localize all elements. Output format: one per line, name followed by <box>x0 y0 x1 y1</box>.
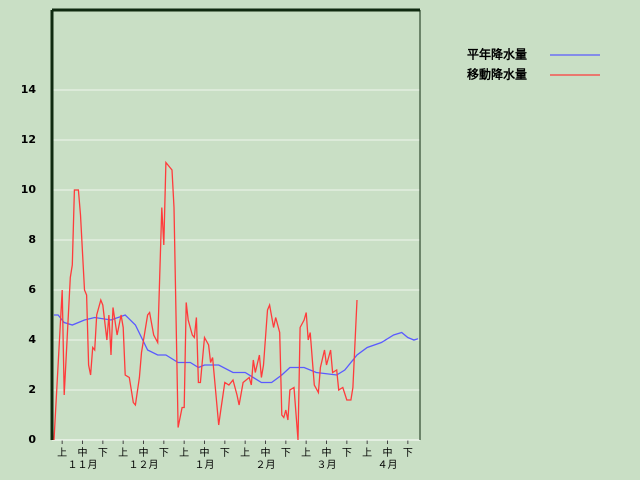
x-tick-label: 中 <box>383 446 393 459</box>
y-tick-label: 14 <box>21 83 37 96</box>
y-tick-label: 8 <box>28 233 36 246</box>
legend-label: 平年降水量 <box>467 47 527 62</box>
x-tick-label: 中 <box>261 446 271 459</box>
x-tick-label: 中 <box>200 446 210 459</box>
legend-label: 移動降水量 <box>467 67 527 82</box>
month-label: １１月 <box>68 459 98 471</box>
month-label: １２月 <box>129 459 159 471</box>
series-line <box>53 160 358 441</box>
month-label: ３月 <box>317 459 337 471</box>
month-label: ４月 <box>378 459 398 471</box>
y-tick-label: 4 <box>28 333 36 346</box>
series-line <box>54 314 419 384</box>
x-tick-label: 中 <box>322 446 332 459</box>
x-tick-label: 下 <box>98 448 108 459</box>
y-tick-label: 2 <box>28 383 36 396</box>
month-label: ２月 <box>256 459 276 471</box>
x-tick-label: 上 <box>118 447 128 459</box>
x-tick-label: 上 <box>57 447 67 459</box>
y-tick-label: 6 <box>28 283 36 296</box>
x-tick-label: 下 <box>281 448 291 459</box>
x-tick-label: 下 <box>220 448 230 459</box>
x-tick-label: 上 <box>301 447 311 459</box>
y-tick-label: 12 <box>21 133 36 146</box>
x-tick-label: 下 <box>342 448 352 459</box>
month-label: １月 <box>195 459 215 471</box>
x-tick-label: 中 <box>139 446 149 459</box>
x-tick-label: 上 <box>362 447 372 459</box>
y-tick-label: 10 <box>21 183 37 196</box>
x-tick-label: 下 <box>159 448 169 459</box>
x-tick-label: 下 <box>403 448 413 459</box>
x-tick-label: 上 <box>240 447 250 459</box>
y-tick-label: 0 <box>28 433 36 446</box>
x-tick-label: 上 <box>179 447 189 459</box>
x-tick-label: 中 <box>78 446 88 459</box>
